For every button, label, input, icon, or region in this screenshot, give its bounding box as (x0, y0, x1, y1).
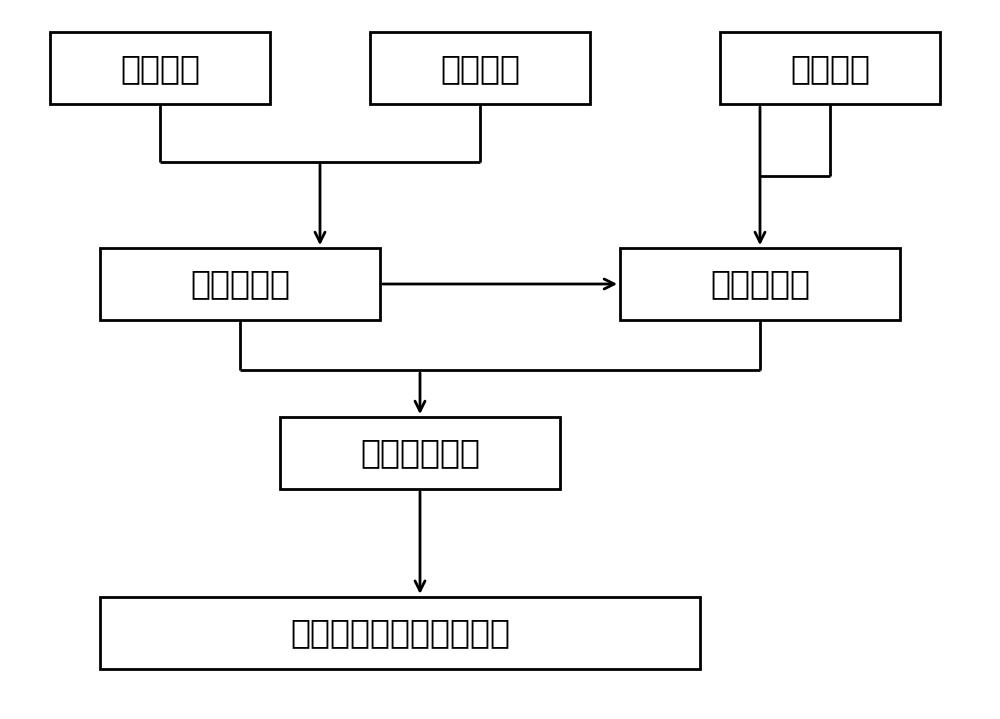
Bar (100, 597, 700, 669)
Text: 饱和水汽压: 饱和水汽压 (190, 267, 290, 301)
Bar (720, 32, 940, 104)
Text: 实际水汽压: 实际水汽压 (710, 267, 810, 301)
Text: 相对湿度: 相对湿度 (790, 52, 870, 85)
Text: 地面气压: 地面气压 (440, 52, 520, 85)
Bar (280, 417, 560, 489)
Bar (620, 248, 900, 320)
Text: 标准化饱和水汽压差指数: 标准化饱和水汽压差指数 (290, 616, 510, 649)
Text: 饱和水汽压差: 饱和水汽压差 (360, 436, 480, 470)
Bar (50, 32, 270, 104)
Bar (100, 248, 380, 320)
Bar (370, 32, 590, 104)
Text: 地面气温: 地面气温 (120, 52, 200, 85)
